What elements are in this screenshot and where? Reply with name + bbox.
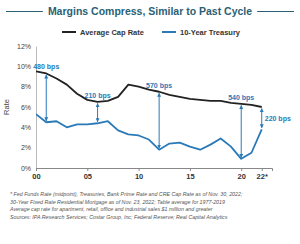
chart: Margins Compress, Similar to Past Cycle A… — [0, 0, 300, 244]
x-tick-label: 20 — [238, 172, 246, 181]
spread-label: 480 bps — [33, 63, 59, 71]
x-tick-label: 15 — [186, 172, 194, 181]
legend-label: Average Cap Rate — [80, 28, 144, 37]
y-axis: 0% 2% 4% 6% 8% 10% 12% — [17, 43, 37, 172]
legend-swatch — [62, 31, 76, 33]
x-tick: 22* — [257, 168, 268, 181]
y-tick-label: 8% — [21, 83, 31, 90]
spread-arrow — [97, 103, 98, 121]
x-tick-label: 22* — [257, 172, 268, 181]
title-rule — [6, 11, 43, 12]
spread-arrow — [159, 93, 160, 148]
legend-swatch — [162, 31, 176, 33]
x-tick-label: 05 — [84, 172, 92, 181]
x-tick-mark — [87, 168, 88, 171]
series-line — [36, 114, 262, 159]
y-tick: 0% — [21, 165, 36, 172]
plot-area — [36, 71, 262, 158]
x-tick-label: 00 — [32, 172, 40, 181]
spread-label: 220 bps — [265, 115, 291, 123]
x-tick: 15 — [186, 168, 194, 181]
x-tick: 05 — [84, 168, 92, 181]
x-tick-mark — [190, 168, 191, 171]
footnote: * Fed Funds Rate (midpoint), Treasuries,… — [10, 191, 243, 197]
x-tick: 00 — [32, 168, 40, 181]
y-tick: 2% — [21, 144, 36, 151]
footnote: 30-Year Fixed Rate Residential Mortgage … — [10, 199, 225, 205]
spread-arrow — [46, 75, 47, 121]
x-tick-mark — [36, 168, 37, 171]
x-tick: 20 — [238, 168, 246, 181]
y-axis-title: Rate — [2, 99, 11, 115]
y-tick: 8% — [21, 83, 36, 90]
x-tick-mark — [139, 168, 140, 171]
x-axis-line — [37, 169, 273, 172]
footnote: Average cap rate for apartment, retail, … — [9, 206, 213, 212]
title-rule — [257, 11, 294, 12]
legend-entry: Average Cap Rate — [62, 28, 144, 37]
footnotes: * Fed Funds Rate (midpoint), Treasuries,… — [9, 191, 243, 220]
y-tick-label: 0% — [21, 165, 31, 172]
y-tick: 4% — [21, 124, 36, 131]
x-tick: 10 — [135, 168, 143, 181]
title: Margins Compress, Similar to Past Cycle — [48, 5, 252, 17]
spread-label: 210 bps — [85, 92, 111, 100]
spread-label: 570 bps — [146, 82, 172, 90]
legend-label: 10-Year Treasury — [180, 28, 241, 37]
y-tick-label: 2% — [21, 144, 31, 151]
y-tick: 12% — [17, 43, 36, 50]
spread-arrow — [241, 105, 242, 157]
x-axis: 00 05 10 15 20 22* — [32, 168, 272, 181]
footnote: Sources: IPA Research Services; Costar G… — [10, 214, 228, 220]
legend-entry: 10-Year Treasury — [162, 28, 241, 37]
annotations: 480 bps 210 bps 570 bps 540 bps 220 bps — [33, 63, 291, 157]
x-tick-mark — [241, 168, 242, 171]
y-tick-label: 10% — [17, 63, 31, 70]
y-tick-label: 12% — [17, 43, 31, 50]
spread-arrow — [261, 109, 262, 128]
x-tick-label: 10 — [135, 172, 143, 181]
y-tick: 6% — [21, 104, 36, 111]
series-line — [36, 71, 262, 107]
y-tick-label: 4% — [21, 124, 31, 131]
spread-label: 540 bps — [228, 94, 254, 102]
y-tick-label: 6% — [21, 104, 31, 111]
x-tick-mark — [262, 168, 263, 171]
